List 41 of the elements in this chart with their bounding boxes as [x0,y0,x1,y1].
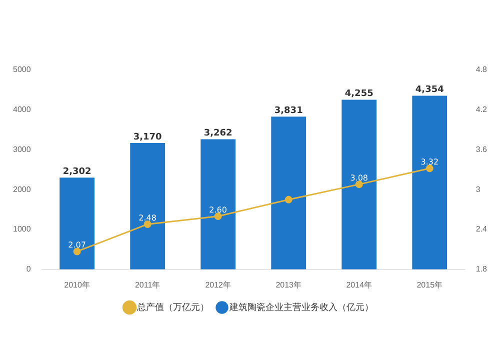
data-label: 2.07 [68,240,86,250]
legend-label: 总产值（万亿元） [136,302,209,312]
y-tick-label: 2000 [13,184,32,194]
data-label: 2.48 [138,213,156,222]
bar [412,96,448,270]
data-label: 3,831 [274,106,303,116]
x-tick-label: 2010年 [64,280,90,290]
point [284,196,292,204]
data-label: 3.08 [350,173,368,182]
data-label: 4,255 [344,89,374,100]
bar [130,142,166,270]
y2-tick-label: 3 [476,184,481,194]
y2-tick-label: 4.8 [476,65,488,74]
x-tick-label: 2012年 [205,280,231,290]
x-tick-label: 2011年 [134,280,160,290]
data-label: 4,354 [415,85,444,96]
data-label: 3,170 [133,132,162,142]
y2-tick-label: 2.4 [476,224,488,234]
data-label: 2.60 [209,205,227,214]
point [426,164,434,172]
y-tick-label: 0 [26,264,32,274]
bar [342,100,377,270]
bar [200,139,236,270]
data-label: 3.32 [420,157,439,166]
point [355,180,363,188]
bar [271,116,306,270]
x-tick-label: 2015年 [416,280,443,290]
x-tick-label: 2014年 [346,280,372,290]
y-tick-label: 1000 [13,224,32,234]
bar [60,178,95,270]
y2-tick-label: 3.6 [476,144,488,154]
data-label: 2,302 [62,166,92,177]
x-tick-label: 2013年 [276,280,302,290]
y2-tick-label: 1.8 [476,264,488,274]
data-label: 3,262 [204,128,232,139]
y-tick-label: 5000 [13,65,32,74]
legend-label: 建筑陶瓷企业主营业务收入（亿元） [228,302,374,312]
point [73,248,81,256]
y-tick-label: 3000 [13,144,32,154]
y2-tick-label: 4.2 [476,105,488,114]
y-tick-label: 4000 [13,105,32,114]
